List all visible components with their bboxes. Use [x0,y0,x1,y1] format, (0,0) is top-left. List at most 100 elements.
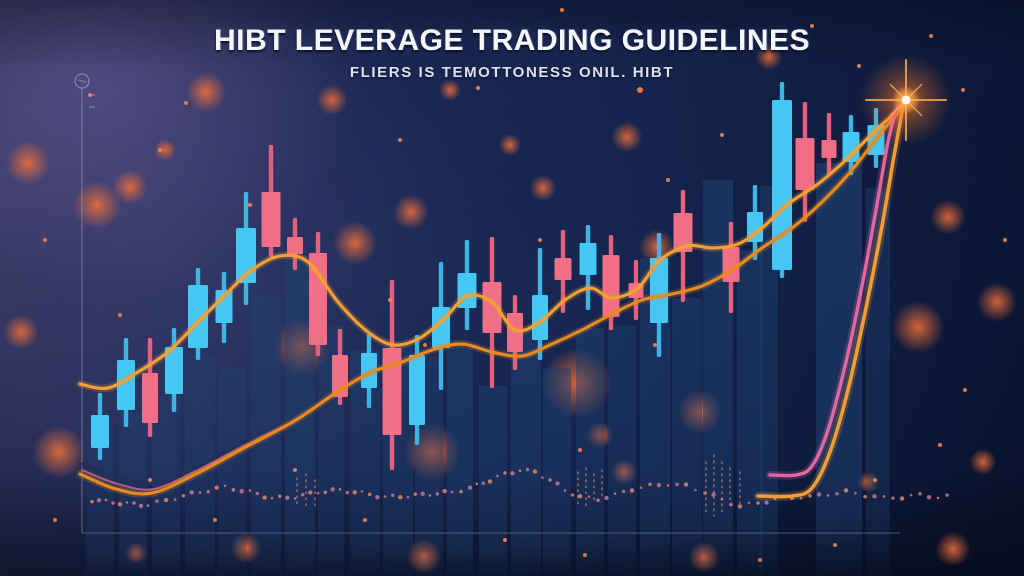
bokeh-glow [154,139,176,161]
candle-body [261,192,281,247]
indicator-dot [338,488,342,491]
indicator-dot [510,471,515,476]
indicator-dot [406,495,410,499]
bullish-candle [457,240,477,330]
spark-dot [148,478,152,482]
indicator-dot [648,482,652,487]
spark-dot [538,238,542,242]
page-subtitle: FLIERS IS TEMOTTONESS ONIL. HIBT [349,64,675,81]
bullish-candle [772,82,792,278]
candle-body [188,285,208,348]
spark-dot [293,468,297,472]
indicator-dot [125,501,129,504]
indicator-dot [293,497,297,500]
page-title: HIBT LEVERAGE TRADING GUIDELINES [213,24,811,57]
volume-column [760,186,778,576]
bullish-candle [215,272,233,343]
spark-dot [857,64,861,68]
indicator-dot [737,504,743,509]
indicator-dot [90,499,94,504]
volume-column [218,368,246,576]
indicator-dot [277,494,282,498]
spark-dot [938,443,942,447]
spark-dot [929,34,933,38]
indicator-dot [300,492,305,497]
volume-columns [86,163,890,576]
bearish-candle [482,237,502,388]
indicator-dot [223,484,227,488]
indicator-dot [899,496,905,501]
flare-core [901,95,911,105]
candle-body [507,313,523,352]
bokeh-glow [72,180,122,230]
indicator-dot [518,469,522,473]
indicator-dot [308,490,313,495]
indicator-dot [155,499,159,503]
indicator-dot [496,474,499,478]
indicator-dot [398,495,403,500]
indicator-dot [675,482,679,487]
indicator-dot [428,494,432,497]
volume-column [543,368,571,576]
indicator-dot [330,487,335,492]
spark-dot [476,86,480,90]
chart-axis [74,73,900,534]
bokeh-glow [393,194,429,230]
indicator-dot [694,488,697,492]
indicator-dot [747,501,751,505]
bokeh-glow [6,141,50,185]
spark-dot [184,101,188,105]
bokeh-glow [930,199,966,235]
bokeh-glow [969,448,997,476]
indicator-dot [621,489,626,494]
indicator-dot [639,486,643,490]
candle-body [579,243,597,275]
bokeh-glow [611,121,643,153]
volume-column [576,328,604,576]
indicator-dot [375,495,380,500]
indicator-dot [613,492,617,495]
bokeh-glow [3,314,39,350]
indicator-dot [808,494,812,498]
candle-body [650,258,668,323]
indicator-dot [367,492,372,497]
indicator-dot [909,493,913,497]
bearish-candle [602,235,620,330]
spark-dot [637,87,643,93]
bullish-candle [842,115,860,175]
ma-fast-line [78,104,905,391]
candle-body [117,360,135,410]
spark-dot [758,558,762,562]
indicator-dot [435,492,440,496]
bokeh-glow [891,300,945,354]
bokeh-glow [32,425,86,479]
indicator-dot [926,495,932,500]
indicator-dot [198,491,202,494]
indicator-dot [756,501,760,505]
bokeh-glow [977,282,1017,322]
spark-dot [961,88,965,92]
spark-dot [398,138,402,142]
spark-dot [810,24,814,28]
candle-body [532,295,548,340]
bokeh-glow [439,79,461,101]
indicator-dot [656,483,662,488]
indicator-dot [882,495,886,498]
indicator-dot [163,497,169,503]
volume-column [703,180,733,576]
bearish-candle [261,145,281,257]
indicator-dot [96,498,102,503]
indicator-dot [843,488,849,493]
indicator-dot [555,481,560,486]
indicator-dot [214,485,219,490]
candle-body [772,100,792,270]
indicator-dot [826,494,830,497]
indicator-dot [918,492,922,496]
indicator-dot [442,488,447,494]
spark-dot [118,313,122,317]
indicator-dot [532,469,538,474]
candle-body [142,373,158,423]
volume-column [447,348,473,576]
indicator-dot [206,489,211,494]
